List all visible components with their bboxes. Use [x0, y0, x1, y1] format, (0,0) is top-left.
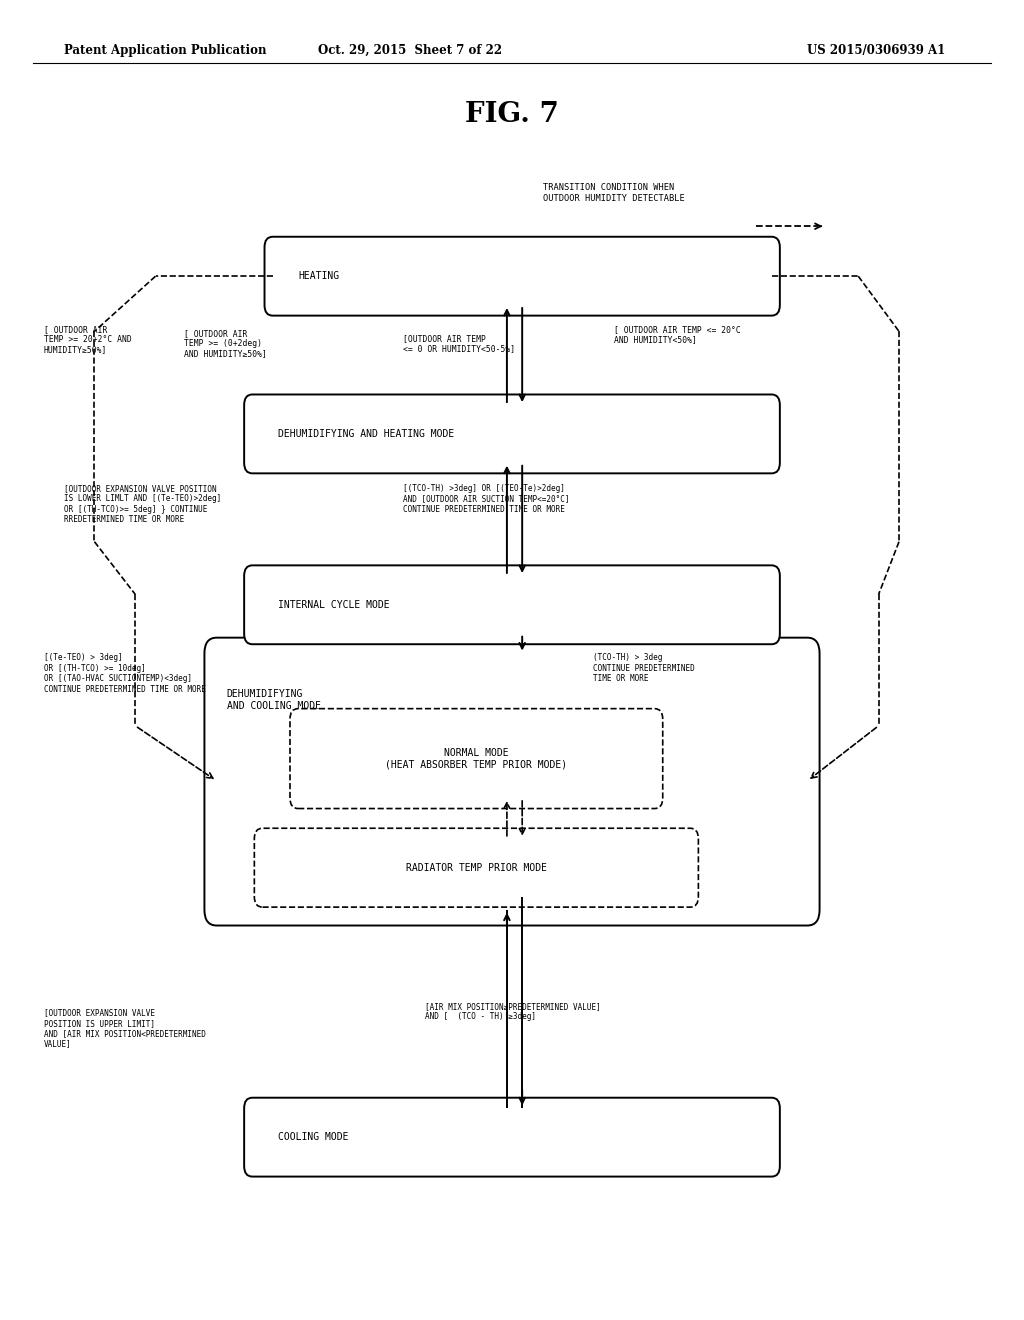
- Text: [OUTDOOR EXPANSION VALVE
POSITION IS UPPER LIMIT]
AND [AIR MIX POSITION<PREDETER: [OUTDOOR EXPANSION VALVE POSITION IS UPP…: [43, 1008, 206, 1048]
- FancyBboxPatch shape: [244, 565, 780, 644]
- FancyBboxPatch shape: [290, 709, 663, 809]
- Text: [(Te-TEO) > 3deg]
OR [(TH-TCO) >= 10deg]
OR [(TAO-HVAC SUCTIONTEMP)<3deg]
CONTIN: [(Te-TEO) > 3deg] OR [(TH-TCO) >= 10deg]…: [43, 653, 206, 693]
- Text: [ OUTDOOR AIR
TEMP >= 20+2°C AND
HUMIDITY≥50%]: [ OUTDOOR AIR TEMP >= 20+2°C AND HUMIDIT…: [43, 325, 131, 355]
- Text: Oct. 29, 2015  Sheet 7 of 22: Oct. 29, 2015 Sheet 7 of 22: [318, 44, 502, 57]
- Text: [ OUTDOOR AIR TEMP <= 20°C
AND HUMIDITY<50%]: [ OUTDOOR AIR TEMP <= 20°C AND HUMIDITY<…: [613, 325, 740, 345]
- Text: [OUTDOOR AIR TEMP
<= 0 OR HUMIDITY<50-5%]: [OUTDOOR AIR TEMP <= 0 OR HUMIDITY<50-5%…: [403, 334, 515, 354]
- Text: Patent Application Publication: Patent Application Publication: [63, 44, 266, 57]
- Text: COOLING MODE: COOLING MODE: [278, 1133, 348, 1142]
- Text: US 2015/0306939 A1: US 2015/0306939 A1: [807, 44, 945, 57]
- Text: FIG. 7: FIG. 7: [465, 102, 559, 128]
- Text: [(TCO-TH) >3deg] OR [(TEO-Te)>2deg]
AND [OUTDOOR AIR SUCTION TEMP<=20°C]
CONTINU: [(TCO-TH) >3deg] OR [(TEO-Te)>2deg] AND …: [403, 484, 569, 513]
- FancyBboxPatch shape: [264, 236, 780, 315]
- Text: NORMAL MODE
(HEAT ABSORBER TEMP PRIOR MODE): NORMAL MODE (HEAT ABSORBER TEMP PRIOR MO…: [385, 748, 567, 770]
- Text: RADIATOR TEMP PRIOR MODE: RADIATOR TEMP PRIOR MODE: [406, 863, 547, 873]
- Text: HEATING: HEATING: [298, 271, 339, 281]
- FancyBboxPatch shape: [244, 395, 780, 474]
- Text: [ OUTDOOR AIR
TEMP >= (0+2deg)
AND HUMIDITY≥50%]: [ OUTDOOR AIR TEMP >= (0+2deg) AND HUMID…: [184, 329, 267, 359]
- Text: DEHUMIDIFYING AND HEATING MODE: DEHUMIDIFYING AND HEATING MODE: [278, 429, 454, 440]
- Text: [OUTDOOR EXPANSION VALVE POSITION
IS LOWER LIMLT AND [(Te-TEO)>2deg]
OR [(TH-TCO: [OUTDOOR EXPANSION VALVE POSITION IS LOW…: [63, 484, 221, 524]
- FancyBboxPatch shape: [254, 828, 698, 907]
- Text: (TCO-TH) > 3deg
CONTINUE PREDETERMINED
TIME OR MORE: (TCO-TH) > 3deg CONTINUE PREDETERMINED T…: [594, 653, 695, 684]
- FancyBboxPatch shape: [244, 1098, 780, 1176]
- Text: [AIR MIX POSITION≥PREDETERMINED VALUE]
AND [  (TCO - TH) ≥3deg]: [AIR MIX POSITION≥PREDETERMINED VALUE] A…: [425, 1002, 601, 1022]
- FancyBboxPatch shape: [205, 638, 819, 925]
- Text: INTERNAL CYCLE MODE: INTERNAL CYCLE MODE: [278, 599, 389, 610]
- Text: DEHUMIDIFYING
AND COOLING MODE: DEHUMIDIFYING AND COOLING MODE: [227, 689, 321, 710]
- Text: TRANSITION CONDITION WHEN
OUTDOOR HUMIDITY DETECTABLE: TRANSITION CONDITION WHEN OUTDOOR HUMIDI…: [543, 183, 684, 202]
